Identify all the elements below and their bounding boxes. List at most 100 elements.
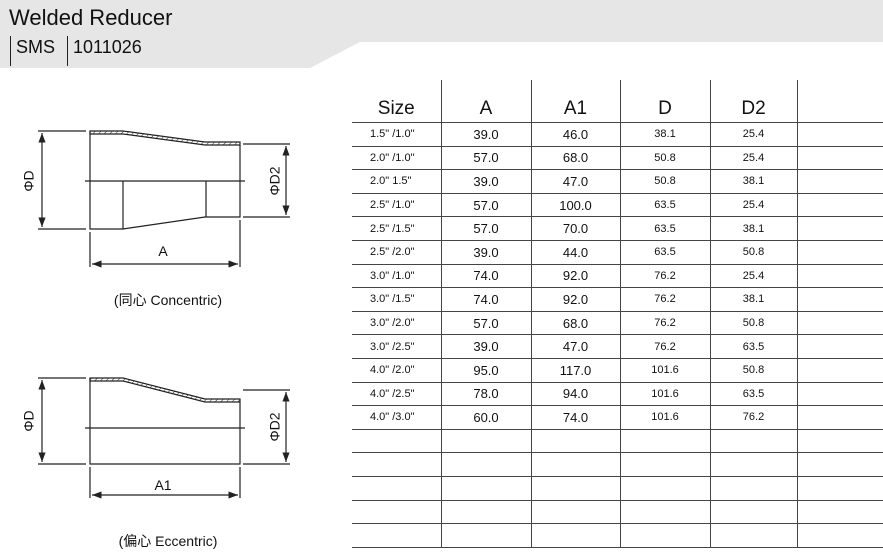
a-cell: 95.0 — [440, 358, 531, 383]
d2-cell: 25.4 — [709, 146, 797, 171]
concentric-caption: (同心 Concentric) — [113, 292, 223, 308]
d-cell: 50.8 — [619, 169, 710, 194]
table-row: 2.0" /1.0" 57.0 68.0 50.8 25.4 — [352, 146, 883, 171]
page-title: Welded Reducer — [9, 5, 173, 30]
d-cell — [619, 523, 710, 548]
empty-cell — [796, 311, 883, 336]
d-cell: 101.6 — [619, 405, 710, 430]
empty-cell — [796, 358, 883, 383]
table-row — [352, 500, 883, 525]
concentric-drawing — [38, 130, 290, 268]
d-cell: 76.2 — [619, 311, 710, 336]
table-row — [352, 476, 883, 501]
d2-cell: 63.5 — [709, 382, 797, 407]
d2-cell: 38.1 — [709, 287, 797, 312]
d2-cell: 50.8 — [709, 358, 797, 383]
a-cell: 57.0 — [440, 146, 531, 171]
table-row: 4.0" /3.0" 60.0 74.0 101.6 76.2 — [352, 405, 883, 430]
table-header-row: Size A A1 D D2 — [352, 80, 883, 123]
a1-cell: 74.0 — [530, 405, 620, 430]
table-row: 2.5" /1.0" 57.0 100.0 63.5 25.4 — [352, 193, 883, 218]
a1-cell: 47.0 — [530, 334, 620, 359]
a-cell: 39.0 — [440, 334, 531, 359]
a-cell: 39.0 — [440, 169, 531, 194]
a-cell: 57.0 — [440, 216, 531, 241]
standard-label: SMS — [10, 36, 55, 66]
table-row — [352, 523, 883, 548]
d-cell — [619, 476, 710, 501]
d2-cell — [709, 476, 797, 501]
d2-cell: 76.2 — [709, 405, 797, 430]
d-cell: 76.2 — [619, 264, 710, 289]
d-cell: 38.1 — [619, 122, 710, 147]
empty-cell — [796, 122, 883, 147]
d2-cell: 38.1 — [709, 169, 797, 194]
a1-cell: 94.0 — [530, 382, 620, 407]
empty-cell — [796, 193, 883, 218]
size-cell — [352, 452, 441, 477]
size-cell: 2.5" /2.0" — [352, 240, 441, 265]
empty-cell — [796, 500, 883, 525]
empty-cell — [796, 287, 883, 312]
table-row: 3.0" /2.0" 57.0 68.0 76.2 50.8 — [352, 311, 883, 336]
col-empty — [796, 80, 883, 123]
size-cell: 2.0" 1.5" — [352, 169, 441, 194]
size-cell — [352, 429, 441, 454]
a1-cell: 92.0 — [530, 264, 620, 289]
size-cell: 3.0" /2.0" — [352, 311, 441, 336]
table-row: 2.5" /1.5" 57.0 70.0 63.5 38.1 — [352, 216, 883, 241]
col-size: Size — [352, 80, 441, 123]
col-d: D — [619, 80, 710, 123]
a1-cell: 117.0 — [530, 358, 620, 383]
d-cell: 101.6 — [619, 382, 710, 407]
a1-cell: 68.0 — [530, 311, 620, 336]
d-cell: 50.8 — [619, 146, 710, 171]
d2-cell: 50.8 — [709, 240, 797, 265]
empty-cell — [796, 146, 883, 171]
table-row: 3.0" /1.5" 74.0 92.0 76.2 38.1 — [352, 287, 883, 312]
a-cell — [440, 429, 531, 454]
empty-cell — [796, 334, 883, 359]
d-cell: 63.5 — [619, 216, 710, 241]
size-cell — [352, 523, 441, 548]
a1-cell: 46.0 — [530, 122, 620, 147]
eccentric-d2-label: ΦD2 — [267, 412, 283, 441]
a-cell — [440, 476, 531, 501]
size-cell: 3.0" /1.5" — [352, 287, 441, 312]
size-cell: 4.0" /2.0" — [352, 358, 441, 383]
col-d2: D2 — [709, 80, 797, 123]
d-cell: 63.5 — [619, 193, 710, 218]
table-row: 2.5" /2.0" 39.0 44.0 63.5 50.8 — [352, 240, 883, 265]
table-row: 3.0" /1.0" 74.0 92.0 76.2 25.4 — [352, 264, 883, 289]
concentric-d-label: ΦD — [21, 170, 37, 191]
size-cell: 1.5" /1.0" — [352, 122, 441, 147]
a1-cell: 92.0 — [530, 287, 620, 312]
empty-cell — [796, 382, 883, 407]
d2-cell — [709, 452, 797, 477]
empty-cell — [796, 476, 883, 501]
a-cell — [440, 452, 531, 477]
a-cell: 60.0 — [440, 405, 531, 430]
d2-cell: 63.5 — [709, 334, 797, 359]
size-cell: 4.0" /2.5" — [352, 382, 441, 407]
d2-cell — [709, 500, 797, 525]
a-cell — [440, 500, 531, 525]
d2-cell: 38.1 — [709, 216, 797, 241]
d2-cell: 25.4 — [709, 122, 797, 147]
dimension-table: Size A A1 D D2 1.5" /1.0" 39.0 46.0 38.1 25.… — [352, 80, 883, 548]
a1-cell: 70.0 — [530, 216, 620, 241]
d2-cell — [709, 429, 797, 454]
empty-cell — [796, 523, 883, 548]
a1-cell — [530, 452, 620, 477]
a1-cell: 47.0 — [530, 169, 620, 194]
a-cell: 78.0 — [440, 382, 531, 407]
a-cell: 57.0 — [440, 311, 531, 336]
a1-cell: 68.0 — [530, 146, 620, 171]
empty-cell — [796, 216, 883, 241]
size-cell: 2.0" /1.0" — [352, 146, 441, 171]
d-cell — [619, 500, 710, 525]
table-row: 4.0" /2.0" 95.0 117.0 101.6 50.8 — [352, 358, 883, 383]
empty-cell — [796, 452, 883, 477]
